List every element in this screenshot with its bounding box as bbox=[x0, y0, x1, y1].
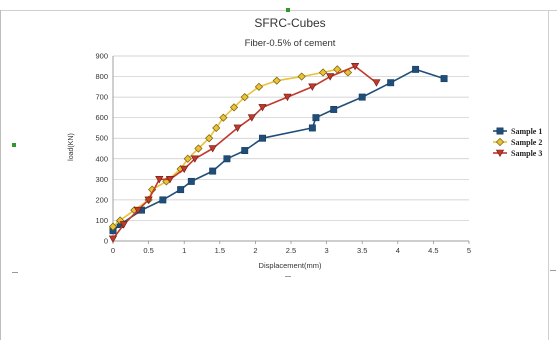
x-tick-label: 4 bbox=[396, 246, 400, 255]
data-point bbox=[496, 127, 504, 135]
y-tick-label: 0 bbox=[104, 237, 108, 246]
data-point bbox=[308, 124, 316, 132]
data-point bbox=[254, 82, 264, 91]
y-tick-label: 700 bbox=[95, 93, 108, 102]
x-tick-label: 3.5 bbox=[357, 246, 367, 255]
y-tick-label: 400 bbox=[95, 154, 108, 163]
x-tick-label: 1.5 bbox=[215, 246, 225, 255]
data-point bbox=[372, 79, 381, 87]
data-point bbox=[258, 104, 267, 112]
data-point bbox=[283, 93, 292, 102]
series-2 bbox=[108, 65, 353, 231]
series-3 bbox=[108, 62, 381, 243]
x-tick-label: 2 bbox=[253, 246, 257, 255]
data-point bbox=[240, 93, 249, 102]
grid-lines bbox=[113, 55, 469, 242]
y-tick-label: 100 bbox=[95, 216, 108, 225]
y-tick-label: 600 bbox=[95, 113, 108, 122]
data-point bbox=[312, 114, 320, 122]
data-point bbox=[194, 144, 203, 153]
data-point bbox=[108, 235, 118, 243]
data-point bbox=[440, 75, 448, 83]
data-point bbox=[165, 176, 175, 184]
y-tick-label: 900 bbox=[95, 52, 108, 61]
data-point bbox=[330, 105, 338, 113]
legend-label: Sample 2 bbox=[511, 138, 542, 147]
data-point bbox=[297, 72, 306, 81]
data-point bbox=[358, 93, 366, 101]
data-point bbox=[343, 68, 353, 77]
series-1 bbox=[109, 65, 448, 235]
data-point bbox=[190, 155, 199, 163]
data-point bbox=[183, 154, 192, 163]
page-frame-left bbox=[0, 10, 1, 340]
data-point bbox=[495, 149, 505, 158]
x-axis-label: Displacement(mm) bbox=[259, 261, 322, 270]
legend-label: Sample 3 bbox=[511, 149, 542, 158]
top-resize-handle[interactable] bbox=[286, 8, 290, 12]
data-point bbox=[187, 177, 195, 185]
page-frame-right bbox=[548, 10, 549, 340]
y-tick-label: 300 bbox=[95, 175, 108, 184]
data-point bbox=[133, 206, 143, 215]
data-point bbox=[241, 147, 249, 155]
data-point bbox=[159, 196, 167, 204]
data-point bbox=[326, 73, 335, 81]
page-frame-top bbox=[0, 10, 557, 11]
chart-subtitle: Fiber-0.5% of cement bbox=[245, 38, 336, 49]
data-point bbox=[212, 123, 221, 133]
data-point bbox=[205, 134, 214, 143]
x-tick-label: 5 bbox=[467, 246, 471, 255]
legend-label: Sample 1 bbox=[511, 127, 542, 136]
data-point bbox=[177, 186, 185, 194]
chart-title: SFRC-Cubes bbox=[254, 16, 325, 30]
legend-item: Sample 1 bbox=[493, 127, 542, 136]
y-tick-label: 200 bbox=[95, 195, 108, 204]
x-tick-label: 3 bbox=[325, 246, 329, 255]
data-point bbox=[119, 221, 128, 229]
data-point bbox=[387, 79, 395, 87]
data-point bbox=[180, 165, 189, 174]
right-corner-mark bbox=[550, 270, 556, 271]
y-tick-label: 800 bbox=[95, 72, 108, 81]
data-point bbox=[209, 167, 217, 175]
data-point bbox=[259, 134, 266, 142]
y-tick-label: 500 bbox=[95, 134, 108, 143]
data-point bbox=[223, 155, 231, 163]
axes bbox=[112, 56, 470, 244]
x-tick-label: 2.5 bbox=[286, 246, 296, 255]
x-tick-label: 0.5 bbox=[143, 246, 153, 255]
tick-labels: 0 100 200 300 400 500 600 700 800 900 0 0.5 1 1.5 2 2.5… bbox=[95, 52, 471, 256]
y-axis-label: load(KN) bbox=[68, 133, 75, 161]
x-tick-label: 4.5 bbox=[428, 246, 438, 255]
series-line bbox=[112, 68, 445, 232]
x-tick-label: 0 bbox=[111, 246, 115, 255]
data-point bbox=[144, 196, 153, 204]
data-point bbox=[272, 76, 281, 85]
data-point bbox=[495, 137, 505, 147]
legend-item: Sample 3 bbox=[493, 149, 542, 158]
series-layer bbox=[108, 62, 448, 243]
data-point bbox=[155, 176, 164, 184]
x-tick-label: 1 bbox=[182, 246, 186, 255]
data-point bbox=[219, 113, 228, 122]
data-point bbox=[247, 114, 256, 122]
legend: Sample 1 Sample 2 Sample 3 bbox=[493, 127, 542, 158]
data-point bbox=[108, 222, 118, 231]
left-corner-mark bbox=[12, 272, 18, 273]
left-resize-handle[interactable] bbox=[12, 143, 16, 147]
data-point bbox=[350, 62, 360, 71]
data-point bbox=[308, 83, 317, 91]
legend-item: Sample 2 bbox=[493, 137, 542, 147]
data-point bbox=[318, 68, 328, 77]
data-point bbox=[233, 124, 242, 132]
data-point bbox=[208, 145, 217, 153]
data-point bbox=[412, 65, 420, 73]
data-point bbox=[229, 103, 239, 112]
bottom-corner-mark bbox=[285, 276, 291, 277]
